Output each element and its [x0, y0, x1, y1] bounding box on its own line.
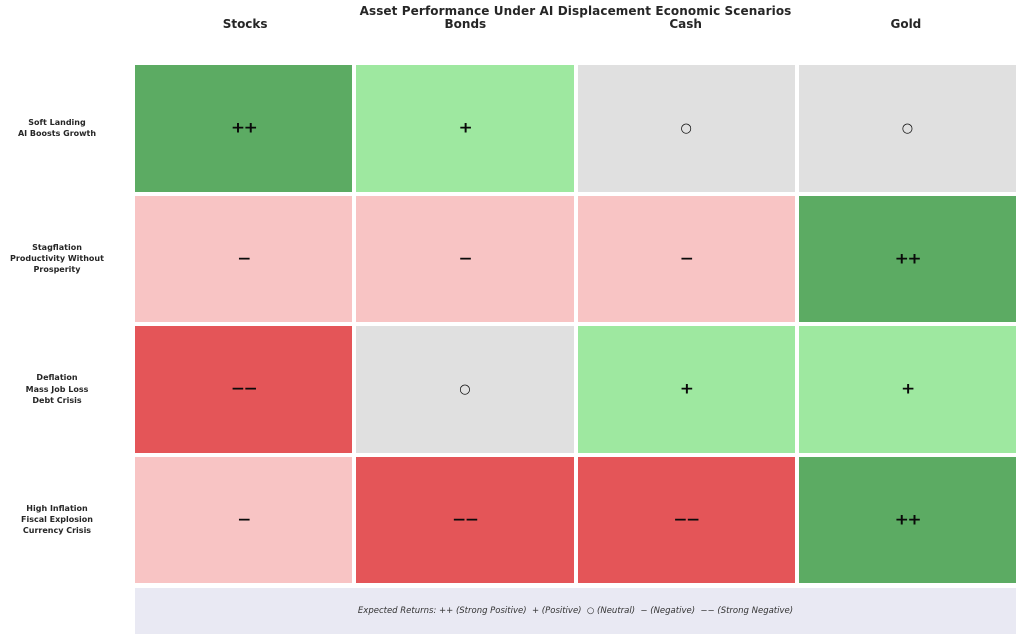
rating-symbol-neutral: ○ — [901, 120, 914, 136]
row-label-line: Mass Job Loss — [25, 384, 89, 394]
cell-stagflation-bonds: − — [356, 195, 574, 322]
cell-high-inflation-bonds: −− — [356, 456, 574, 583]
cell-stagflation-stocks: − — [135, 195, 353, 322]
cell-soft-landing-bonds: + — [356, 65, 574, 192]
rating-symbol-strong_negative: −− — [673, 510, 700, 529]
rating-symbol-positive: + — [901, 380, 915, 399]
cell-deflation-gold: + — [798, 326, 1016, 453]
legend-bar: Expected Returns: ++ (Strong Positive) +… — [135, 588, 1016, 634]
row-label-high-inflation: High Inflation Fiscal Explosion Currency C… — [0, 457, 114, 584]
rating-symbol-negative: − — [237, 249, 251, 268]
heatmap-grid: ++ + ○ ○ − − − ++ −− ○ + + − −− −− ++ — [135, 65, 1016, 583]
column-header-stocks: Stocks — [222, 17, 268, 31]
column-header-cash: Cash — [669, 17, 702, 31]
row-label-line: AI Boosts Growth — [17, 129, 97, 139]
rating-symbol-strong_positive: ++ — [230, 119, 258, 138]
row-label-line: Stagflation — [32, 242, 82, 252]
rating-symbol-negative: − — [237, 510, 251, 529]
row-label-line: Soft Landing — [28, 118, 86, 128]
rating-symbol-strong_negative: −− — [452, 510, 479, 529]
row-label-line: Prosperity — [33, 265, 81, 275]
cell-high-inflation-cash: −− — [577, 456, 795, 583]
cell-stagflation-gold: ++ — [798, 195, 1016, 322]
rating-symbol-positive: + — [679, 380, 694, 399]
row-label-line: Deflation — [36, 373, 78, 383]
row-label-line: Debt Crisis — [32, 395, 82, 405]
cell-soft-landing-cash: ○ — [577, 65, 795, 192]
rating-symbol-strong_positive: ++ — [894, 510, 922, 529]
column-header-gold: Gold — [890, 17, 922, 31]
cell-high-inflation-gold: ++ — [798, 456, 1016, 583]
row-labels: Soft Landing AI Boosts Growth Stagflation P… — [0, 65, 114, 583]
rating-symbol-negative: − — [458, 249, 473, 268]
rating-symbol-positive: + — [458, 119, 473, 138]
cell-deflation-cash: + — [577, 326, 795, 453]
rating-symbol-neutral: ○ — [680, 120, 692, 136]
row-label-soft-landing: Soft Landing AI Boosts Growth — [0, 65, 114, 192]
legend-text: Expected Returns: ++ (Strong Positive) +… — [357, 606, 794, 616]
row-label-deflation: Deflation Mass Job Loss Debt Crisis — [0, 326, 114, 453]
cell-deflation-bonds: ○ — [356, 326, 574, 453]
chart-title: Asset Performance Under AI Displacement … — [359, 4, 792, 18]
column-headers: Stocks Bonds Cash Gold — [135, 17, 1016, 31]
row-label-line: Currency Crisis — [22, 526, 92, 536]
row-label-line: High Inflation — [26, 503, 88, 513]
column-header-bonds: Bonds — [444, 17, 487, 31]
row-label-stagflation: Stagflation Productivity Without Prosperit… — [0, 196, 114, 323]
cell-soft-landing-gold: ○ — [798, 65, 1016, 192]
rating-symbol-strong_positive: ++ — [894, 249, 922, 268]
cell-high-inflation-stocks: − — [135, 456, 353, 583]
row-label-line: Fiscal Explosion — [21, 515, 93, 525]
cell-soft-landing-stocks: ++ — [135, 65, 353, 192]
cell-deflation-stocks: −− — [135, 326, 353, 453]
rating-symbol-negative: − — [679, 249, 694, 268]
cell-stagflation-cash: − — [577, 195, 795, 322]
row-label-line: Productivity Without — [10, 254, 104, 264]
rating-symbol-neutral: ○ — [459, 381, 471, 397]
rating-symbol-strong_negative: −− — [230, 380, 258, 399]
